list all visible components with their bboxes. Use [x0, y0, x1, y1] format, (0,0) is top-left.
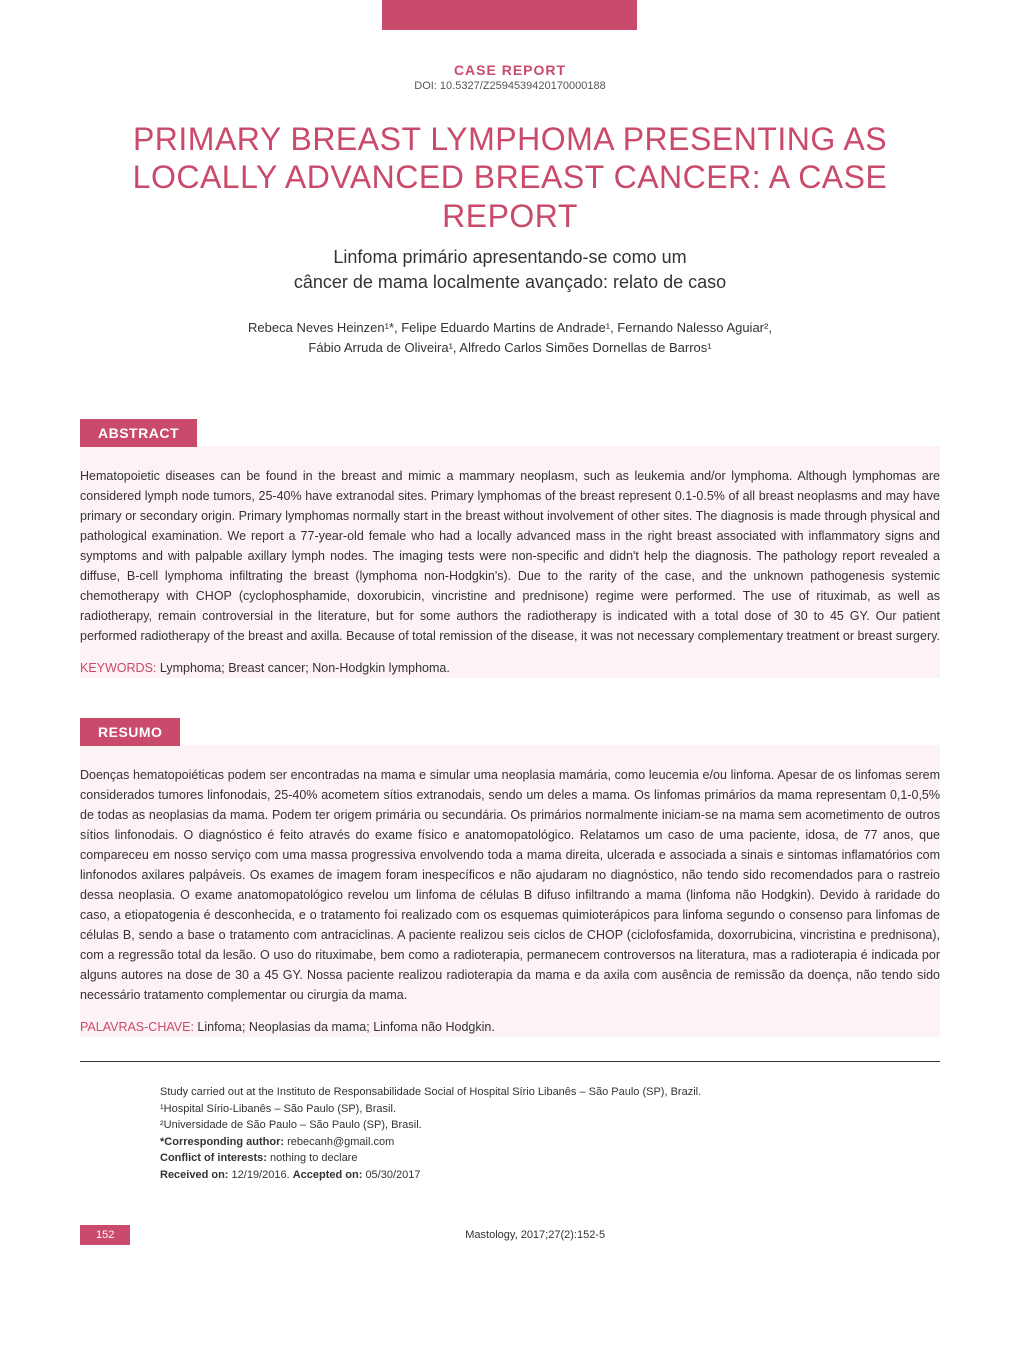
conflict-label: Conflict of interests: [160, 1152, 270, 1164]
resumo-section: RESUMO Doenças hematopoiéticas podem ser… [0, 718, 1020, 1037]
corresponding-label: *Corresponding author: [160, 1136, 287, 1148]
conflict-of-interests: Conflict of interests: nothing to declar… [160, 1150, 860, 1167]
article-title: PRIMARY BREAST LYMPHOMA PRESENTING AS LO… [80, 120, 940, 235]
corresponding-author: *Corresponding author: rebecanh@gmail.co… [160, 1134, 860, 1151]
keywords-value: Lymphoma; Breast cancer; Non-Hodgkin lym… [160, 661, 450, 675]
conflict-value: nothing to declare [270, 1152, 357, 1164]
resumo-keywords: PALAVRAS-CHAVE: Linfoma; Neoplasias da m… [80, 1017, 940, 1037]
page-number: 152 [80, 1225, 130, 1245]
top-accent-bar [382, 0, 637, 30]
affiliation-1: ¹Hospital Sírio-Libanês – São Paulo (SP)… [160, 1101, 860, 1118]
study-location: Study carried out at the Instituto de Re… [160, 1084, 860, 1101]
palavras-chave-value: Linfoma; Neoplasias da mama; Linfoma não… [197, 1020, 494, 1034]
article-footer-info: Study carried out at the Instituto de Re… [80, 1061, 940, 1193]
keywords-label: KEYWORDS: [80, 661, 160, 675]
resumo-header: RESUMO [80, 718, 180, 746]
resumo-text: Doenças hematopoiéticas podem ser encont… [80, 765, 940, 1005]
dates: Received on: 12/19/2016. Accepted on: 05… [160, 1167, 860, 1184]
article-subtitle: Linfoma primário apresentando-se como um… [80, 245, 940, 295]
abstract-section: ABSTRACT Hematopoietic diseases can be f… [0, 419, 1020, 678]
affiliation-2: ²Universidade de São Paulo – São Paulo (… [160, 1117, 860, 1134]
accepted-label: Accepted on: [293, 1169, 366, 1181]
case-report-label: CASE REPORT [80, 62, 940, 78]
subtitle-line-1: Linfoma primário apresentando-se como um [333, 247, 686, 267]
doi-text: DOI: 10.5327/Z2594539420170000188 [80, 80, 940, 92]
authors-list: Rebeca Neves Heinzen¹*, Felipe Eduardo M… [80, 318, 940, 360]
title-line-2: LOCALLY ADVANCED BREAST CANCER: A CASE R… [133, 159, 888, 233]
abstract-header: ABSTRACT [80, 419, 197, 447]
authors-line-1: Rebeca Neves Heinzen¹*, Felipe Eduardo M… [248, 320, 772, 335]
accepted-value: 05/30/2017 [365, 1169, 420, 1181]
abstract-keywords: KEYWORDS: Lymphoma; Breast cancer; Non-H… [80, 658, 940, 678]
title-line-1: PRIMARY BREAST LYMPHOMA PRESENTING AS [133, 121, 887, 157]
resumo-body: Doenças hematopoiéticas podem ser encont… [80, 745, 940, 1037]
abstract-text: Hematopoietic diseases can be found in t… [80, 466, 940, 646]
article-header: CASE REPORT DOI: 10.5327/Z25945394201700… [0, 30, 1020, 399]
received-value: 12/19/2016. [232, 1169, 293, 1181]
authors-line-2: Fábio Arruda de Oliveira¹, Alfredo Carlo… [308, 340, 711, 355]
palavras-chave-label: PALAVRAS-CHAVE: [80, 1020, 197, 1034]
page-footer: 152 Mastology, 2017;27(2):152-5 [0, 1225, 1020, 1273]
corresponding-value: rebecanh@gmail.com [287, 1136, 394, 1148]
abstract-body: Hematopoietic diseases can be found in t… [80, 446, 940, 678]
received-label: Received on: [160, 1169, 232, 1181]
subtitle-line-2: câncer de mama localmente avançado: rela… [294, 272, 726, 292]
citation-text: Mastology, 2017;27(2):152-5 [130, 1229, 940, 1241]
